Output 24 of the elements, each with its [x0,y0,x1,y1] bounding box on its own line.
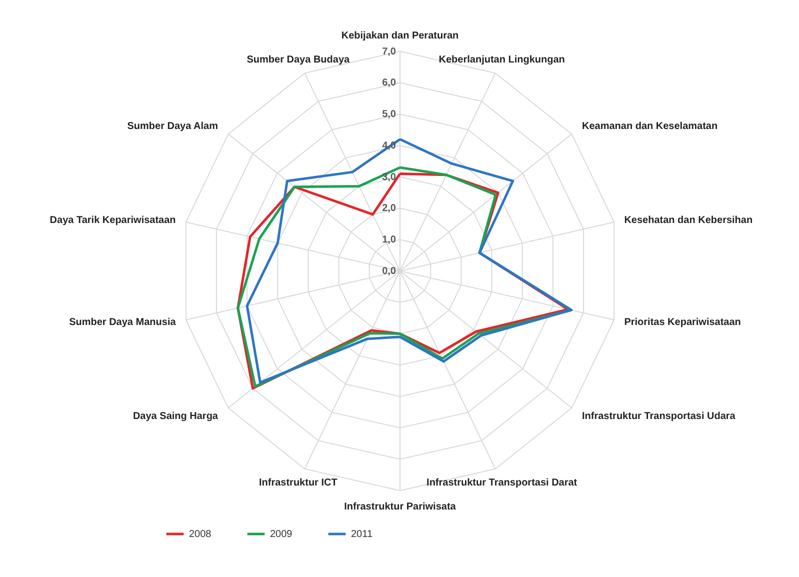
y-tick-label: 0,0 [382,266,396,277]
y-tick-label: 1,0 [382,234,396,246]
spoke-label: Infrastruktur Transportasi Darat [426,477,578,488]
spoke-label: Infrastruktur Transportasi Udara [582,411,736,422]
spoke-label: Sumber Daya Manusia [69,317,176,328]
spoke-label: Keamanan dan Keselamatan [582,120,718,132]
y-tick-label: 6,0 [382,78,396,89]
y-tick-label: 2,0 [382,203,396,214]
legend-label: 2008 [189,529,212,540]
spoke-label: Kesehatan dan Kebersihan [624,214,753,226]
spoke-label: Sumber Daya Alam [127,120,218,132]
y-tick-label: 7,0 [382,46,396,58]
spoke-label: Sumber Daya Budaya [246,54,350,66]
spoke-label: Kebijakan dan Peraturan [341,30,459,42]
spoke-label: Infrastruktur Pariwisata [344,501,456,512]
spoke-label: Daya Saing Harga [132,411,218,422]
legend-label: 2009 [270,529,293,540]
spoke-label: Daya Tarik Kepariwisataan [50,214,176,226]
legend-label: 2011 [351,529,373,540]
spoke-label: Keberlanjutan Lingkungan [438,54,565,66]
y-tick-label: 5,0 [382,109,396,120]
y-tick-label: 3,0 [382,172,396,183]
spoke-label: Infrastruktur ICT [258,477,338,488]
spoke-label: Prioritas Kepariwisataan [624,317,741,328]
